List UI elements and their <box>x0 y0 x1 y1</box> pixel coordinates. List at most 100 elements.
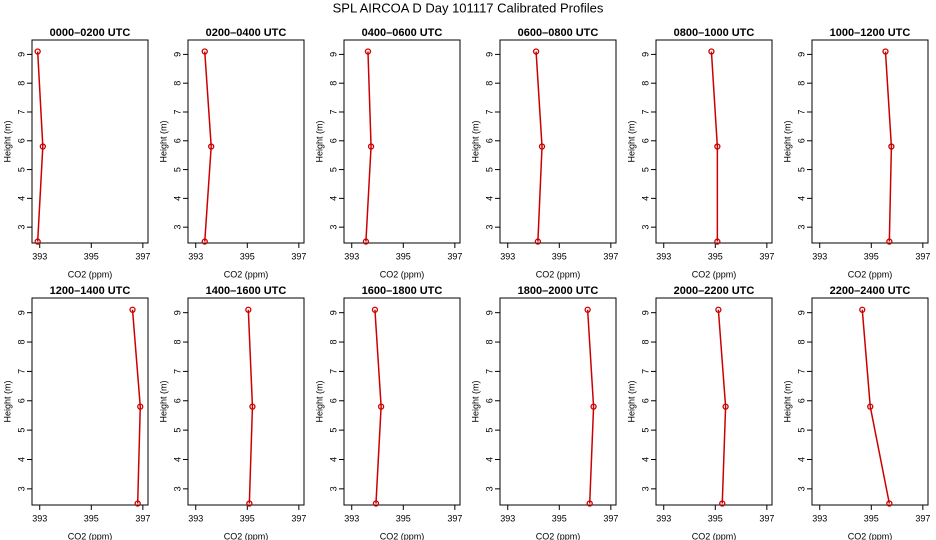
y-axis-label: Height (m) <box>626 380 636 422</box>
profile-line <box>36 51 44 242</box>
y-tick-label: 3 <box>796 486 806 491</box>
panel-title: 0600–0800 UTC <box>518 27 599 39</box>
y-tick-label: 3 <box>796 225 806 230</box>
y-tick-label: 7 <box>328 109 338 114</box>
y-axis-label: Height (m) <box>314 380 324 422</box>
y-axis-label: Height (m) <box>158 120 168 162</box>
plot-frame <box>811 39 929 244</box>
y-axis-label: Height (m) <box>2 120 12 162</box>
x-axis-label: CO2 (ppm) <box>848 269 893 279</box>
y-tick-label: 9 <box>796 52 806 57</box>
y-tick-label: 3 <box>328 486 338 491</box>
data-point <box>362 238 370 245</box>
plot-frame <box>31 39 149 244</box>
data-point <box>714 143 721 150</box>
x-tick-label: 395 <box>84 251 99 261</box>
y-tick-label: 7 <box>328 369 338 374</box>
data-point <box>129 306 136 313</box>
y-tick-label: 5 <box>172 428 182 433</box>
y-tick-label: 8 <box>484 340 494 345</box>
y-tick-label: 3 <box>484 225 494 230</box>
y-tick-label: 8 <box>172 340 182 345</box>
x-axis-label: CO2 (ppm) <box>224 269 269 279</box>
x-tick-label: 393 <box>500 513 515 523</box>
plot-frame <box>343 297 461 506</box>
plot-frame <box>343 39 461 244</box>
y-tick-label: 5 <box>640 167 650 172</box>
y-tick-label: 8 <box>484 81 494 86</box>
panel-title: 1000–1200 UTC <box>830 27 911 39</box>
data-point <box>888 143 895 150</box>
panel-title: 1400–1600 UTC <box>206 285 287 297</box>
panel-title: 2200–2400 UTC <box>830 285 911 297</box>
y-tick-label: 4 <box>172 457 182 462</box>
data-point <box>367 143 375 150</box>
profile-line <box>247 309 254 504</box>
panel-title: 1600–1800 UTC <box>362 285 443 297</box>
x-tick-label: 395 <box>240 251 255 261</box>
y-tick-label: 3 <box>172 225 182 230</box>
y-tick-label: 5 <box>796 167 806 172</box>
x-axis-label: CO2 (ppm) <box>692 269 737 279</box>
y-tick-label: 7 <box>172 369 182 374</box>
y-tick-label: 6 <box>640 398 650 403</box>
y-tick-label: 7 <box>640 369 650 374</box>
y-axis-label: Height (m) <box>314 120 324 162</box>
y-tick-label: 7 <box>172 109 182 114</box>
y-tick-label: 6 <box>328 138 338 143</box>
x-tick-label: 397 <box>915 513 930 523</box>
y-tick-label: 3 <box>328 225 338 230</box>
data-point <box>586 500 593 507</box>
y-tick-label: 9 <box>172 52 182 57</box>
x-tick-label: 397 <box>135 251 150 261</box>
data-point <box>372 500 380 507</box>
data-point <box>886 238 893 245</box>
x-tick-label: 393 <box>812 251 827 261</box>
y-tick-label: 5 <box>16 428 26 433</box>
y-tick-label: 4 <box>328 457 338 462</box>
y-tick-label: 6 <box>16 138 26 143</box>
plot-frame <box>655 297 773 506</box>
data-point <box>39 143 46 150</box>
x-tick-label: 393 <box>812 513 827 523</box>
data-point <box>886 500 893 507</box>
x-axis-label: CO2 (ppm) <box>536 269 581 279</box>
y-tick-label: 7 <box>484 369 494 374</box>
y-tick-label: 7 <box>796 369 806 374</box>
y-tick-label: 8 <box>172 81 182 86</box>
x-tick-label: 395 <box>240 513 255 523</box>
x-tick-label: 393 <box>344 513 359 523</box>
y-tick-label: 8 <box>796 340 806 345</box>
y-tick-label: 6 <box>172 398 182 403</box>
y-tick-label: 6 <box>484 398 494 403</box>
plot-frame <box>655 39 773 244</box>
data-point <box>245 306 252 313</box>
x-tick-label: 393 <box>188 513 203 523</box>
y-tick-label: 9 <box>16 52 26 57</box>
data-point <box>137 403 144 410</box>
y-axis-label: Height (m) <box>782 380 792 422</box>
data-point <box>201 48 208 55</box>
profile-line <box>710 51 719 242</box>
y-tick-label: 6 <box>640 138 650 143</box>
x-tick-label: 395 <box>396 251 411 261</box>
profile-line <box>717 309 727 504</box>
y-tick-label: 8 <box>16 340 26 345</box>
profile-line <box>586 309 595 504</box>
data-point <box>134 500 141 507</box>
x-tick-label: 393 <box>32 251 47 261</box>
x-tick-label: 397 <box>447 251 462 261</box>
x-axis-label: CO2 (ppm) <box>536 531 581 540</box>
y-axis-label: Height (m) <box>470 120 480 162</box>
x-tick-label: 393 <box>656 251 671 261</box>
panel-title: 1800–2000 UTC <box>518 285 599 297</box>
data-point <box>377 403 385 410</box>
